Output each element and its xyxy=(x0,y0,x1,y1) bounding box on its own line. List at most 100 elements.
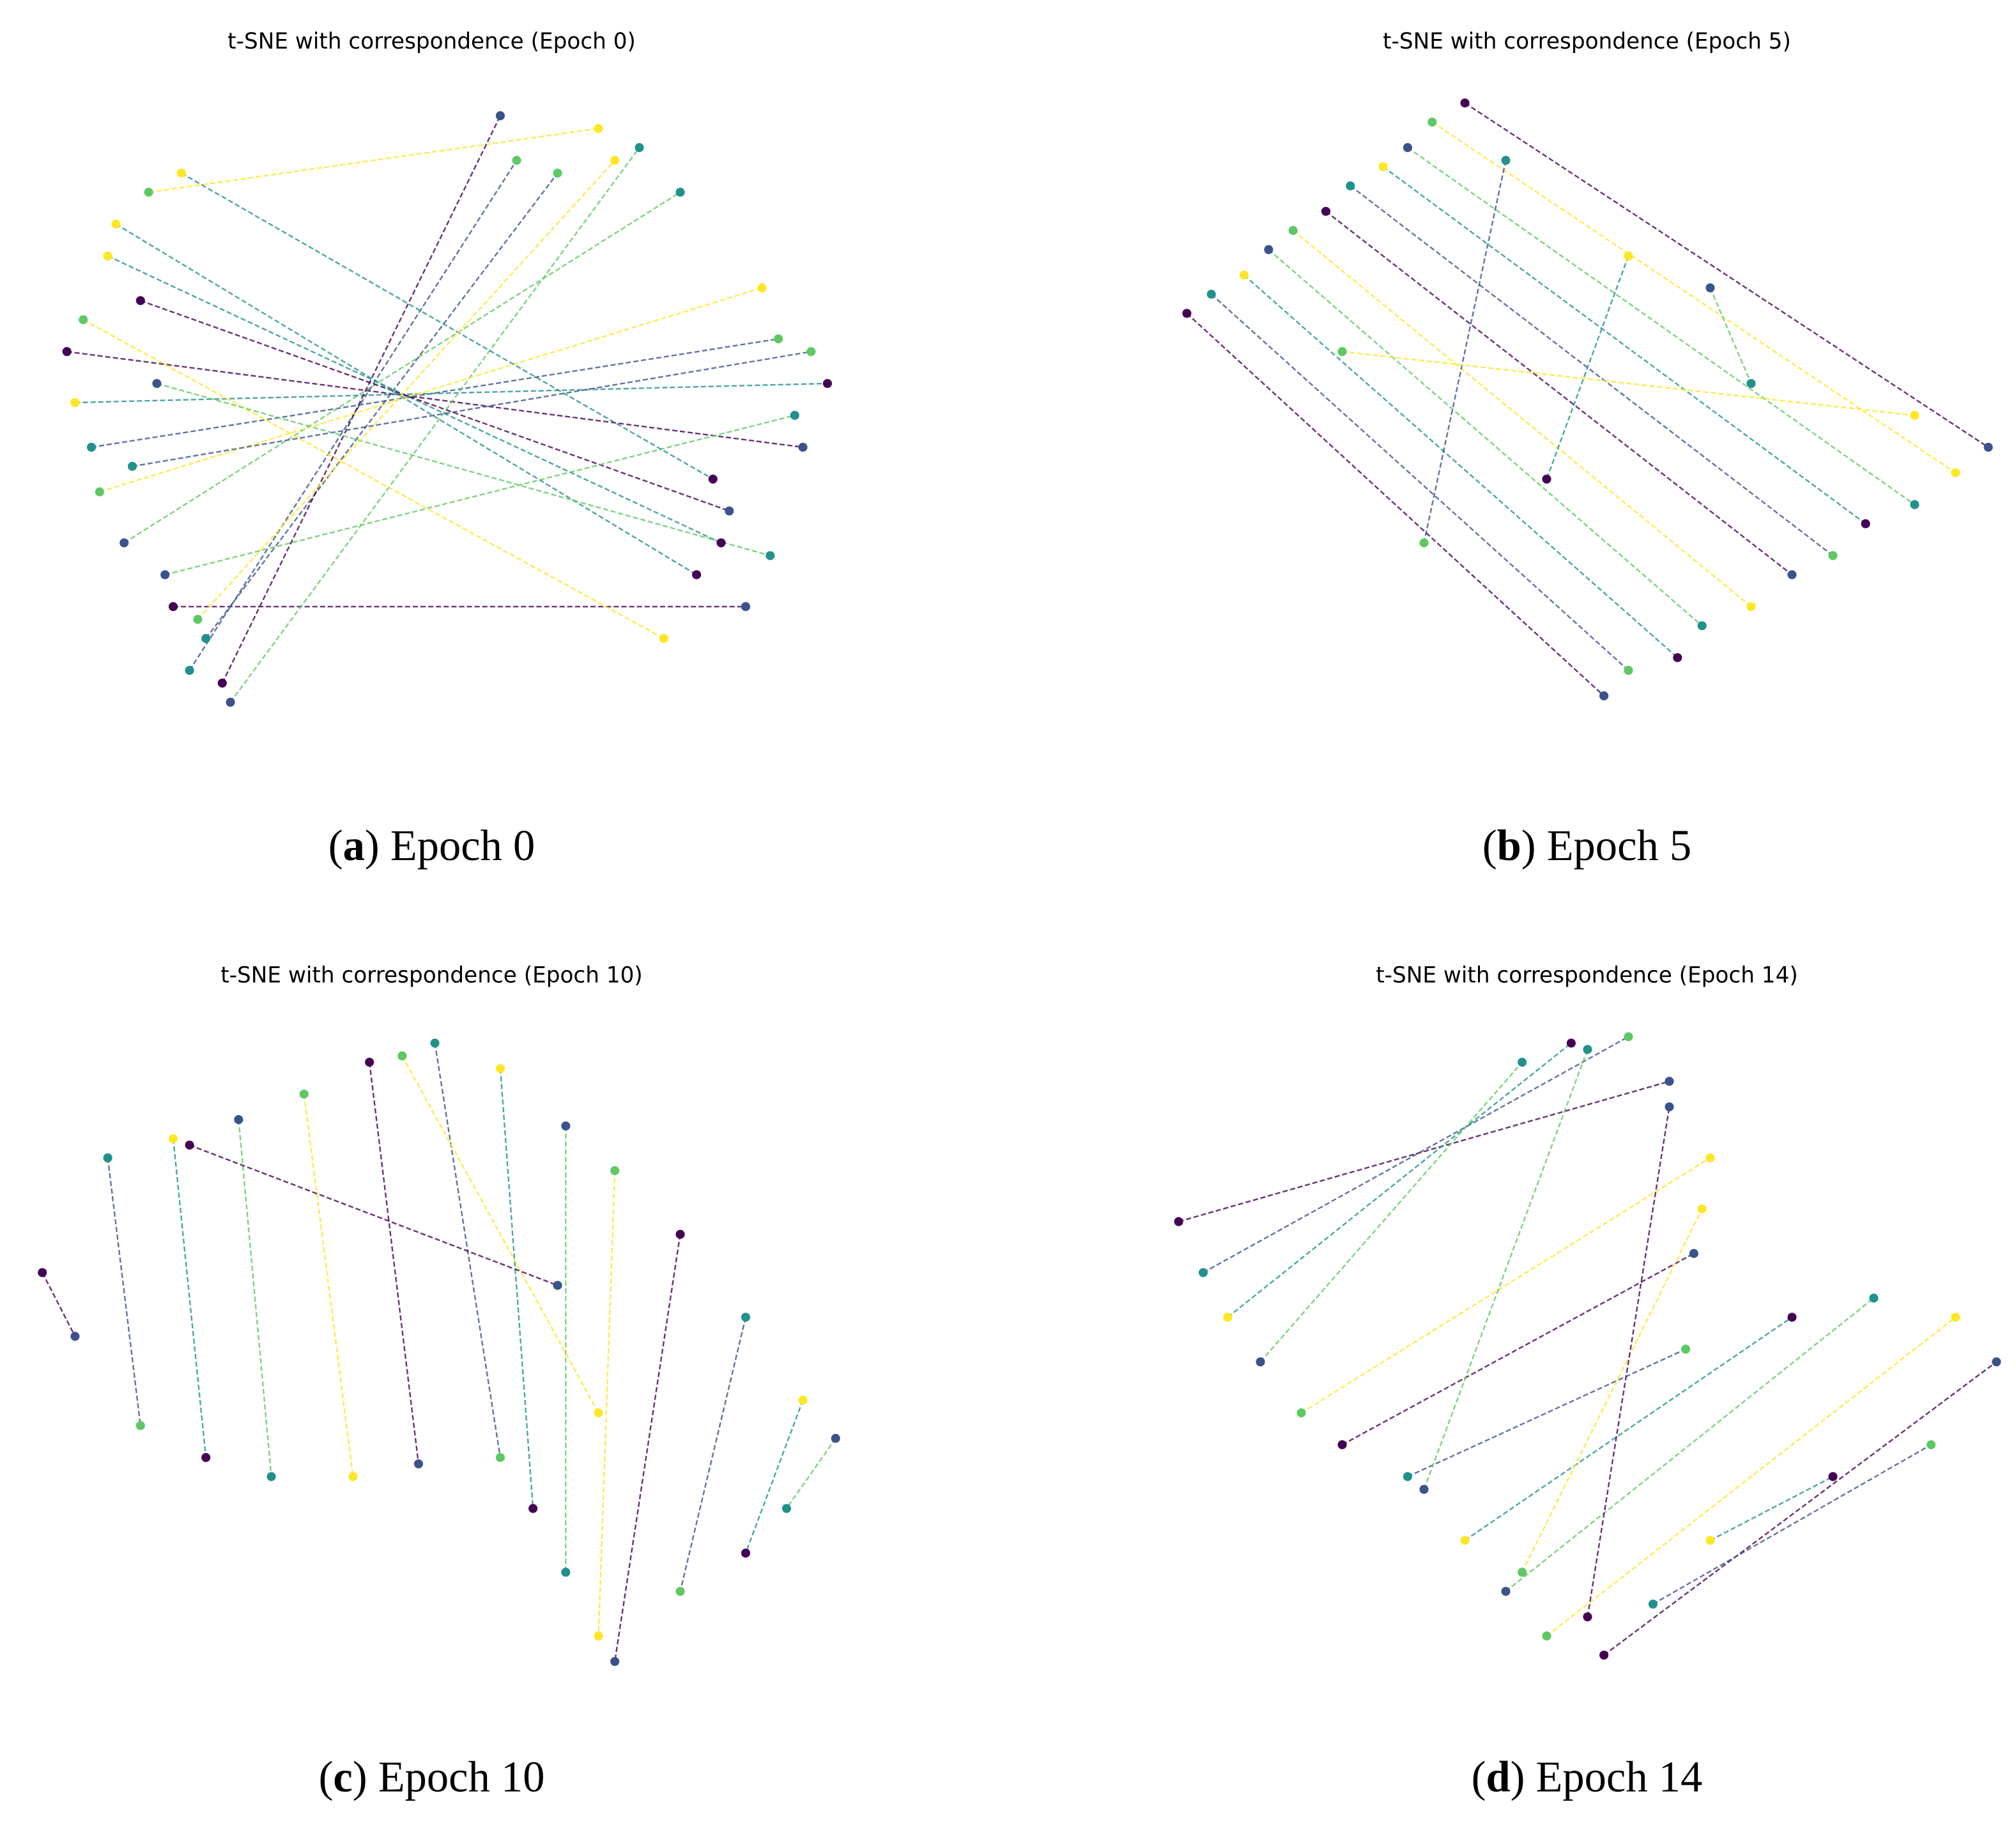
point xyxy=(1828,551,1838,560)
correspondence-line xyxy=(1186,312,1604,697)
point xyxy=(553,168,562,178)
point xyxy=(1518,1058,1527,1067)
point xyxy=(692,570,702,580)
caption-part: ) Epoch 5 xyxy=(1521,821,1691,870)
point xyxy=(1223,1313,1233,1322)
point xyxy=(1951,1313,1960,1322)
point xyxy=(127,461,137,471)
point xyxy=(495,1064,505,1074)
point xyxy=(62,347,72,357)
point xyxy=(1681,1344,1691,1354)
point xyxy=(1337,1440,1347,1449)
correspondence-line xyxy=(140,300,730,512)
point xyxy=(1542,474,1551,484)
point xyxy=(1673,653,1682,663)
correspondence-line xyxy=(1292,229,1752,608)
point xyxy=(1624,1032,1633,1042)
point xyxy=(152,379,162,389)
point xyxy=(1665,1102,1674,1112)
correspondence-line xyxy=(1382,166,1866,525)
point xyxy=(716,538,726,548)
correspondence-line xyxy=(1423,160,1507,543)
point xyxy=(1697,1204,1707,1213)
correspondence-line xyxy=(613,1234,681,1662)
point xyxy=(774,334,783,344)
correspondence-line xyxy=(499,1068,534,1509)
caption-part: d xyxy=(1486,1752,1511,1801)
point xyxy=(675,1587,685,1596)
correspondence-line xyxy=(197,160,616,620)
correspondence-line xyxy=(1341,1252,1695,1445)
point xyxy=(741,1548,750,1558)
caption-part: ) Epoch 0 xyxy=(365,821,535,870)
caption-part: ( xyxy=(1472,1752,1486,1801)
point xyxy=(495,111,505,121)
correspondence-line xyxy=(1203,1036,1629,1274)
point xyxy=(1983,442,1993,452)
correspondence-line xyxy=(221,115,502,684)
correspondence-line xyxy=(123,191,681,544)
correspondence-line xyxy=(785,1438,836,1509)
correspondence-line xyxy=(1546,1316,1957,1637)
point xyxy=(1705,1536,1715,1545)
point xyxy=(798,1396,808,1405)
correspondence-line xyxy=(1325,210,1793,576)
point xyxy=(594,123,603,134)
point xyxy=(217,678,227,688)
correspondence-line xyxy=(1521,1208,1703,1573)
point xyxy=(397,1051,407,1061)
point xyxy=(1460,1536,1470,1545)
correspondence-line xyxy=(1300,1157,1711,1414)
correspondence-line xyxy=(1505,1297,1875,1592)
point xyxy=(1648,1599,1658,1609)
correspondence-line xyxy=(66,351,803,449)
correspondence-line xyxy=(1603,1361,1997,1656)
point xyxy=(798,442,808,452)
point xyxy=(413,1459,424,1468)
point xyxy=(725,506,734,516)
correspondence-line xyxy=(744,1399,804,1553)
point xyxy=(1624,666,1633,675)
correspondence-line xyxy=(1407,146,1916,505)
point xyxy=(103,251,112,261)
caption-part: c xyxy=(333,1752,352,1801)
panel: t-SNE with correspondence (Epoch 5) (b) E… xyxy=(1182,29,1993,870)
point xyxy=(38,1268,47,1277)
panel: t-SNE with correspondence (Epoch 0) (a) E… xyxy=(62,29,832,870)
point xyxy=(790,410,799,420)
caption-part: ( xyxy=(1482,821,1497,870)
caption-part: ( xyxy=(328,821,343,870)
point xyxy=(1624,251,1633,261)
point xyxy=(135,296,145,305)
point xyxy=(635,142,644,153)
point xyxy=(1566,1038,1576,1048)
point xyxy=(1337,347,1347,357)
point xyxy=(70,1332,80,1341)
point xyxy=(430,1038,440,1048)
chart-title: t-SNE with correspondence (Epoch 0) xyxy=(227,29,636,54)
point xyxy=(185,1140,194,1150)
correspondence-line xyxy=(1652,1444,1932,1605)
point xyxy=(1288,226,1298,235)
correspondence-line xyxy=(1587,1106,1670,1617)
point xyxy=(201,634,211,643)
correspondence-line xyxy=(75,382,827,404)
correspondence-line xyxy=(164,414,796,576)
point xyxy=(1583,1612,1592,1622)
correspondence-line xyxy=(1227,1042,1572,1318)
point xyxy=(1861,519,1870,528)
correspondence-line xyxy=(82,319,665,640)
point xyxy=(1239,270,1249,280)
correspondence-line xyxy=(1178,1081,1670,1222)
point xyxy=(1828,1472,1838,1481)
correspondence-line xyxy=(157,382,771,557)
correspondence-line xyxy=(1464,1316,1793,1541)
point xyxy=(1705,1153,1715,1163)
correspondence-line xyxy=(401,1055,599,1413)
correspondence-line xyxy=(107,1157,142,1426)
chart-title: t-SNE with correspondence (Epoch 14) xyxy=(1376,962,1798,988)
correspondence-line xyxy=(1210,293,1629,671)
caption: (a) Epoch 0 xyxy=(328,821,535,870)
point xyxy=(1264,245,1273,254)
caption: (b) Epoch 5 xyxy=(1482,821,1691,870)
